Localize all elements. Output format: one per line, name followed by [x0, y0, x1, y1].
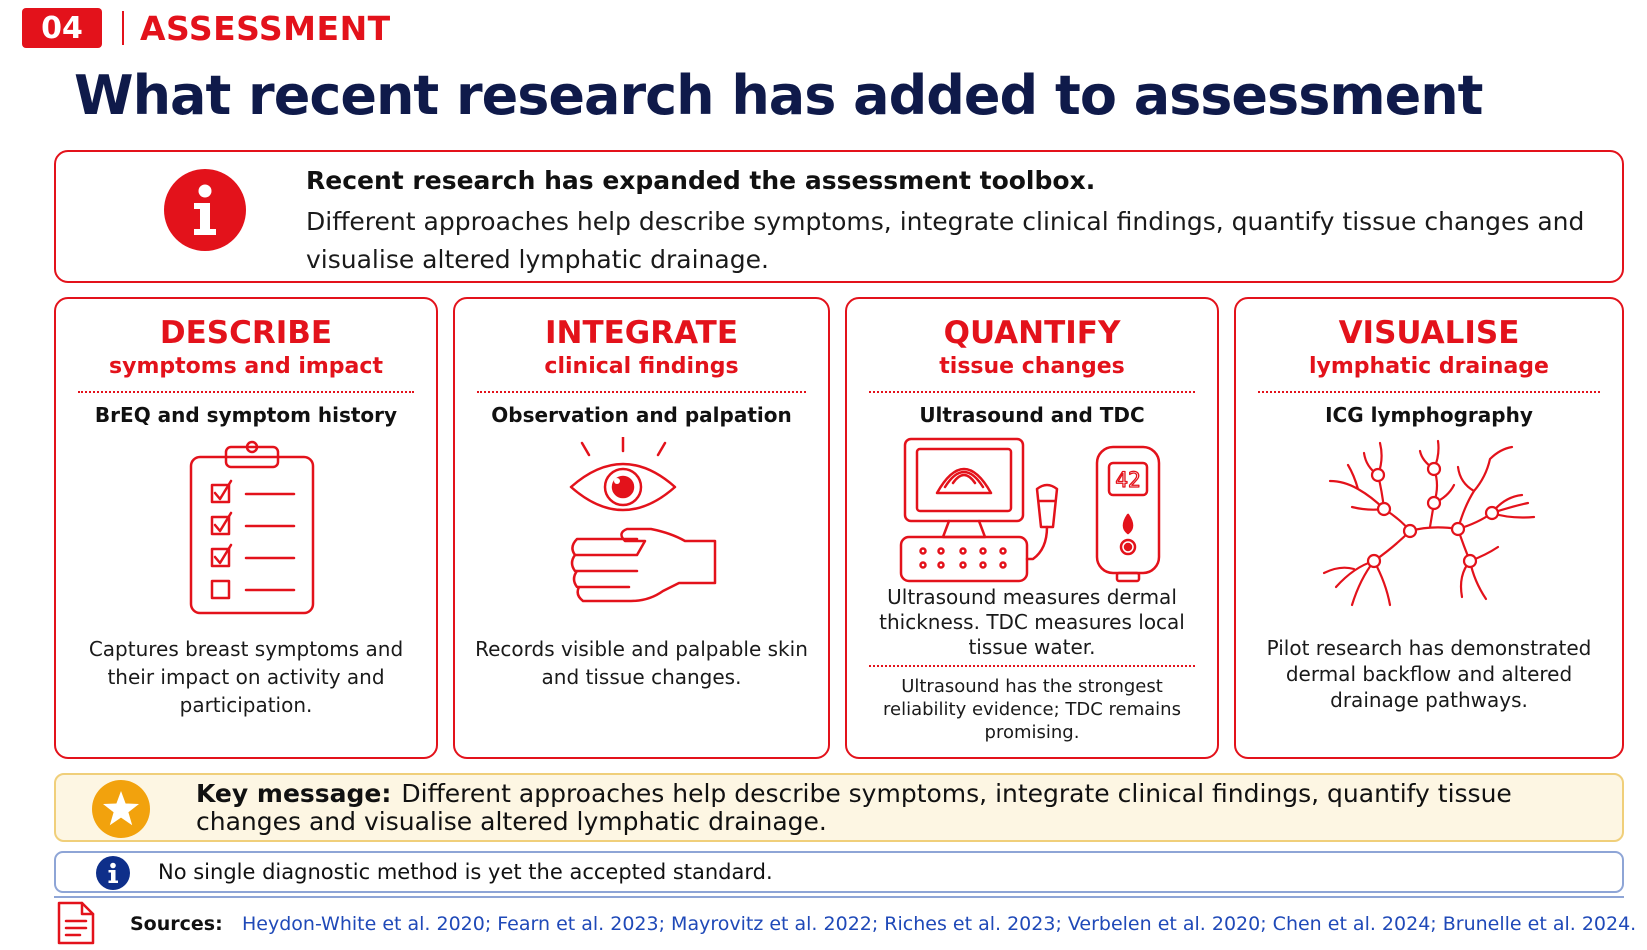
card-description: Captures breast symptoms and their impac…	[88, 637, 404, 717]
card-note: Ultrasound has the strongest reliability…	[883, 676, 1181, 743]
card-describe: DESCRIBE symptoms and impact BrEQ and sy…	[54, 297, 438, 759]
dotted-divider	[78, 391, 414, 393]
card-description: Pilot research has demonstrated dermal b…	[1266, 636, 1592, 712]
note-text: No single diagnostic method is yet the a…	[158, 860, 773, 884]
eye-and-hand-icon	[569, 437, 716, 603]
intro-body: Different approaches help describe sympt…	[306, 207, 1585, 274]
card-tool: BrEQ and symptom history	[94, 403, 398, 427]
card-title: VISUALISE	[1338, 315, 1520, 351]
key-message-body: Different approaches help describe sympt…	[196, 779, 1512, 836]
note-box: No single diagnostic method is yet the a…	[54, 851, 1624, 893]
card-tool: ICG lymphography	[1325, 403, 1533, 427]
card-title: DESCRIBE	[159, 315, 333, 351]
card-title: INTEGRATE	[544, 315, 739, 351]
dotted-divider	[1258, 391, 1600, 393]
card-subtitle: symptoms and impact	[109, 354, 383, 379]
page-title: What recent research has added to assess…	[74, 64, 1483, 127]
dotted-divider	[477, 391, 806, 393]
dotted-divider	[869, 665, 1195, 667]
section-label: ASSESSMENT	[140, 8, 391, 48]
card-subtitle: lymphatic drainage	[1309, 354, 1549, 379]
card-visualise: VISUALISE lymphatic drainage ICG lymphog…	[1234, 297, 1624, 759]
info-icon	[96, 856, 130, 890]
card-tool: Observation and palpation	[491, 403, 792, 427]
lymphatic-network-icon	[1322, 439, 1536, 607]
card-quantify: QUANTIFY tissue changes Ultrasound and T…	[845, 297, 1219, 759]
intro-heading: Recent research has expanded the assessm…	[306, 166, 1096, 195]
card-subtitle: tissue changes	[939, 354, 1125, 379]
star-icon	[92, 780, 150, 838]
card-integrate: INTEGRATE clinical findings Observation …	[453, 297, 830, 759]
section-divider	[122, 11, 124, 45]
document-icon	[56, 900, 96, 946]
sources-list[interactable]: Heydon-White et al. 2020; Fearn et al. 2…	[242, 913, 1637, 935]
key-message-label: Key message:	[196, 779, 392, 808]
card-subtitle: clinical findings	[544, 354, 739, 379]
key-message-box: Key message: Different approaches help de…	[54, 773, 1624, 842]
card-description: Ultrasound measures dermal thickness. TD…	[879, 585, 1185, 659]
sources-divider	[54, 896, 1624, 898]
section-tag: 04 ASSESSMENT	[22, 8, 391, 48]
card-description: Records visible and palpable skin and ti…	[475, 637, 808, 689]
device-reading: 42	[1115, 468, 1140, 492]
section-number: 04	[22, 8, 102, 48]
intro-box: Recent research has expanded the assessm…	[54, 150, 1624, 283]
sources-label: Sources:	[130, 913, 223, 935]
ultrasound-and-tdc-icon: 42	[899, 437, 1161, 583]
dotted-divider	[869, 391, 1195, 393]
info-icon	[164, 169, 246, 251]
card-title: QUANTIFY	[943, 315, 1121, 351]
card-tool: Ultrasound and TDC	[919, 403, 1145, 427]
clipboard-checklist-icon	[189, 440, 315, 615]
key-message-text: Key message: Different approaches help de…	[196, 780, 1606, 836]
